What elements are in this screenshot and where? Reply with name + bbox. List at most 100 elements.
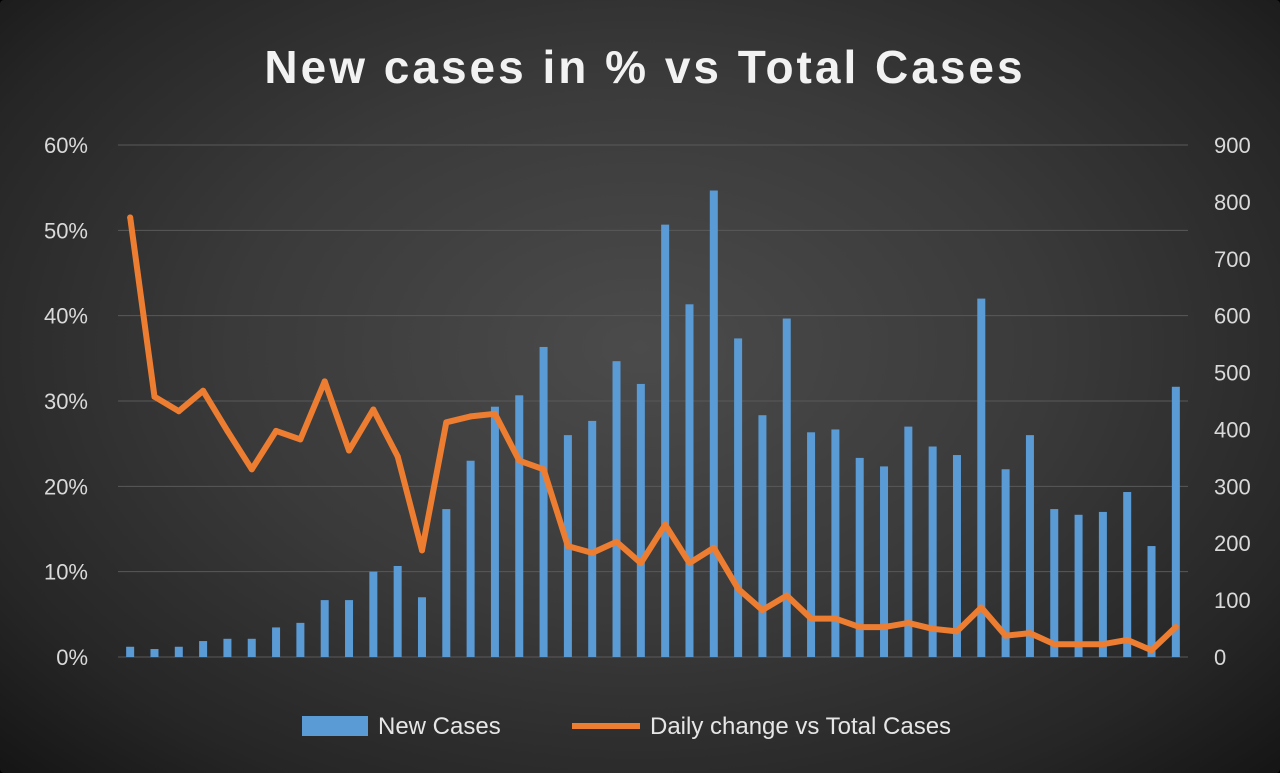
bar-new-cases: [126, 646, 135, 657]
point-daily-change: [589, 549, 596, 556]
point-daily-change: [929, 625, 936, 632]
chart-title: New cases in % vs Total Cases: [264, 41, 1026, 93]
line-daily-change: [127, 214, 1179, 654]
bar-new-cases: [1123, 492, 1132, 657]
bar-new-cases: [320, 600, 329, 657]
legend-swatch-new-cases: [302, 716, 368, 736]
point-daily-change: [297, 436, 304, 443]
y-left-tick-label: 50%: [44, 218, 88, 243]
bar-series-new-cases: [126, 190, 1180, 657]
point-daily-change: [394, 453, 401, 460]
point-daily-change: [1075, 641, 1082, 648]
bar-new-cases: [490, 406, 499, 657]
bar-new-cases: [636, 383, 645, 657]
bar-new-cases: [272, 627, 281, 657]
legend-label-daily-change: Daily change vs Total Cases: [650, 713, 951, 740]
bar-new-cases: [417, 597, 426, 657]
bar-new-cases: [223, 638, 232, 657]
point-daily-change: [1099, 641, 1106, 648]
y-right-tick-label: 600: [1214, 304, 1251, 329]
bar-new-cases: [734, 338, 743, 657]
gridlines: [118, 144, 1188, 658]
bar-new-cases: [977, 298, 986, 657]
bar-new-cases: [1001, 469, 1010, 657]
point-daily-change: [808, 615, 815, 622]
bar-new-cases: [588, 420, 597, 657]
point-daily-change: [1051, 641, 1058, 648]
y-axis-left: 0% 10% 20% 30% 40% 50% 60%: [44, 133, 88, 670]
y-right-tick-label: 400: [1214, 417, 1251, 442]
point-daily-change: [273, 427, 280, 434]
bar-new-cases: [150, 649, 159, 657]
y-right-tick-label: 800: [1214, 190, 1251, 215]
point-daily-change: [1148, 647, 1155, 654]
y-right-tick-label: 300: [1214, 474, 1251, 499]
point-daily-change: [662, 521, 669, 528]
point-daily-change: [1124, 636, 1131, 643]
point-daily-change: [467, 413, 474, 420]
bar-new-cases: [782, 318, 791, 657]
y-right-tick-label: 100: [1214, 588, 1251, 613]
point-daily-change: [443, 419, 450, 426]
bar-new-cases: [855, 457, 864, 657]
point-daily-change: [637, 560, 644, 567]
bar-new-cases: [296, 622, 305, 657]
point-daily-change: [346, 447, 353, 454]
bar-new-cases: [661, 224, 670, 657]
bar-new-cases: [1025, 435, 1034, 657]
y-left-tick-label: 40%: [44, 304, 88, 329]
y-right-tick-label: 900: [1214, 133, 1251, 158]
y-left-tick-label: 20%: [44, 474, 88, 499]
bar-new-cases: [880, 466, 889, 657]
y-left-tick-label: 60%: [44, 133, 88, 158]
bar-new-cases: [1098, 511, 1107, 657]
point-daily-change: [200, 387, 207, 394]
y-left-tick-label: 30%: [44, 389, 88, 414]
point-daily-change: [783, 592, 790, 599]
point-daily-change: [881, 624, 888, 631]
point-daily-change: [686, 560, 693, 567]
point-daily-change: [832, 615, 839, 622]
bar-new-cases: [1074, 514, 1083, 657]
point-daily-change: [1172, 624, 1179, 631]
point-daily-change: [1002, 632, 1009, 639]
point-daily-change: [370, 406, 377, 413]
bar-new-cases: [1171, 386, 1180, 657]
bar-new-cases: [466, 460, 475, 657]
bar-new-cases: [807, 432, 816, 657]
y-right-tick-label: 700: [1214, 247, 1251, 272]
bar-new-cases: [199, 641, 208, 657]
point-daily-change: [978, 604, 985, 611]
point-daily-change: [321, 378, 328, 385]
point-daily-change: [613, 538, 620, 545]
point-daily-change: [735, 585, 742, 592]
bar-new-cases: [369, 571, 378, 657]
point-daily-change: [151, 393, 158, 400]
point-daily-change: [491, 410, 498, 417]
y-right-tick-label: 200: [1214, 531, 1251, 556]
bar-new-cases: [393, 565, 402, 657]
bar-new-cases: [247, 638, 256, 657]
bar-new-cases: [904, 426, 913, 657]
bar-new-cases: [831, 429, 840, 657]
y-left-tick-label: 0%: [56, 645, 88, 670]
point-daily-change: [759, 607, 766, 614]
bar-new-cases: [1050, 509, 1059, 657]
point-daily-change: [564, 543, 571, 550]
bar-new-cases: [928, 446, 937, 657]
point-daily-change: [224, 427, 231, 434]
point-daily-change: [953, 628, 960, 635]
point-daily-change: [127, 214, 134, 221]
point-daily-change: [248, 466, 255, 473]
point-daily-change: [856, 624, 863, 631]
bar-new-cases: [709, 190, 718, 657]
point-daily-change: [516, 457, 523, 464]
point-daily-change: [710, 544, 717, 551]
point-daily-change: [540, 466, 547, 473]
bar-new-cases: [1147, 546, 1156, 657]
point-daily-change: [1026, 630, 1033, 637]
bar-new-cases: [345, 600, 354, 657]
bar-new-cases: [952, 455, 961, 657]
line-series-daily-change: [127, 214, 1179, 654]
